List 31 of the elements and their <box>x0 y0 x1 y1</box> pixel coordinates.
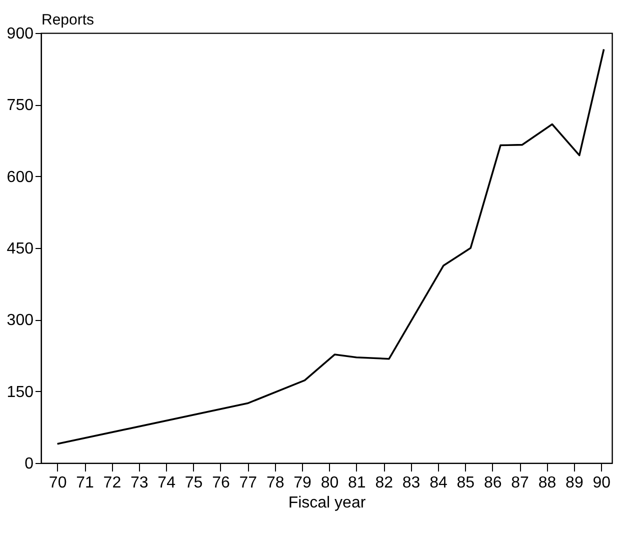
x-tick-label: 81 <box>348 474 366 492</box>
x-tick-label: 72 <box>103 474 122 492</box>
x-tick-label: 73 <box>130 474 148 492</box>
x-tick-label: 74 <box>158 474 176 492</box>
y-tick-label: 600 <box>6 168 34 186</box>
y-axis-title: Reports <box>42 12 94 28</box>
y-tick-label: 150 <box>6 384 34 401</box>
y-tick-label: 750 <box>6 97 34 114</box>
x-tick-label: 84 <box>430 474 448 492</box>
y-tick-label: 0 <box>24 456 34 472</box>
x-tick-label: 80 <box>320 474 339 492</box>
y-tick-label: 300 <box>6 312 34 330</box>
x-tick-label: 75 <box>184 474 203 492</box>
x-tick-label: 78 <box>266 474 284 492</box>
x-tick-label: 83 <box>402 474 420 492</box>
x-axis-title: Fiscal year <box>288 494 366 512</box>
x-tick-label: 70 <box>48 474 67 492</box>
x-tick-label: 85 <box>456 474 475 492</box>
x-tick-label: 82 <box>375 474 394 492</box>
x-tick-label: 71 <box>76 474 94 492</box>
x-tick-label: 76 <box>212 474 230 492</box>
y-tick-label: 900 <box>6 26 34 42</box>
x-tick-label: 79 <box>294 474 312 492</box>
x-tick-label: 90 <box>592 474 611 492</box>
x-tick-label: 87 <box>511 474 530 492</box>
line-series <box>56 48 605 445</box>
y-tick-label: 450 <box>6 240 34 258</box>
x-tick-label: 88 <box>538 474 556 492</box>
x-tick-label: 77 <box>239 474 258 492</box>
x-tick-label: 89 <box>566 474 584 492</box>
x-tick-label: 86 <box>484 474 502 492</box>
